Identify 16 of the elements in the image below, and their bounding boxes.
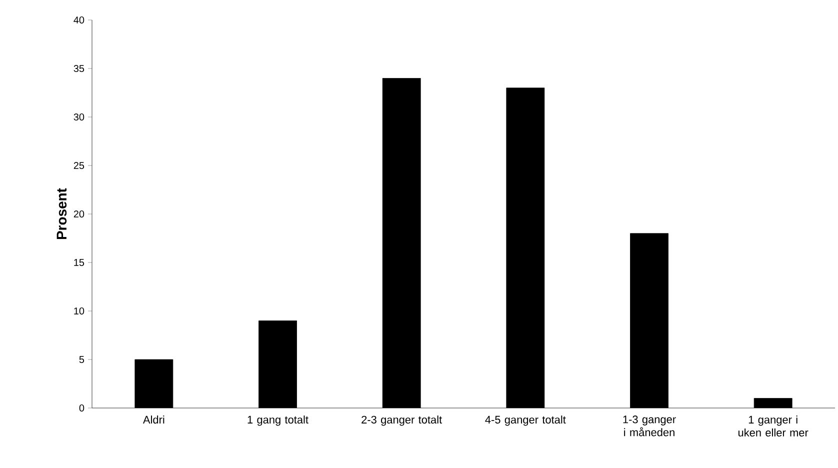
x-tick-label: 2-3 ganger totalt [362, 416, 442, 426]
y-tick-label: 10 [74, 307, 84, 315]
y-axis-title: Prosent [56, 188, 67, 240]
x-tick-label: 4-5 ganger totalt [485, 416, 566, 426]
x-tick-label: 1 ganger i uken eller mer [738, 416, 808, 437]
x-tick-label: 1-3 ganger i måneden [623, 416, 676, 436]
y-tick-label: 25 [74, 162, 84, 170]
y-tick-label: 35 [74, 64, 84, 72]
y-tick-label: 40 [74, 16, 84, 24]
x-tick-label: 1 gang totalt [248, 416, 308, 426]
y-tick-label: 5 [79, 356, 84, 363]
x-tick-label: Aldri [142, 416, 164, 424]
y-tick-label: 15 [74, 259, 84, 266]
y-tick-label: 30 [74, 113, 84, 121]
y-tick-label: 20 [74, 210, 84, 218]
y-tick-label: 0 [79, 404, 84, 412]
